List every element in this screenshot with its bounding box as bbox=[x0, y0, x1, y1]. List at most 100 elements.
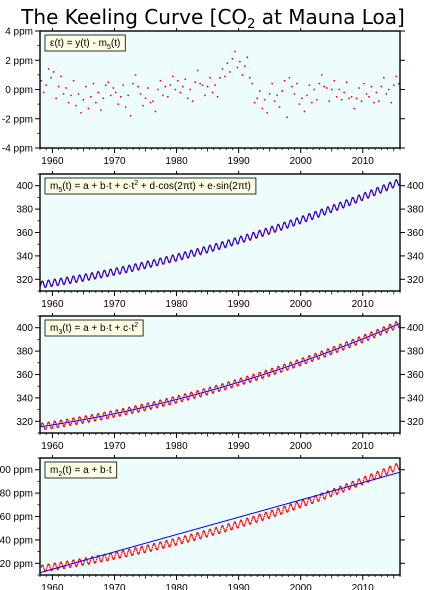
x-tick-label: 2010 bbox=[352, 441, 375, 452]
residual-point bbox=[204, 94, 207, 97]
observation-point bbox=[223, 527, 225, 530]
observation-point bbox=[166, 399, 169, 401]
observation-point bbox=[287, 368, 289, 371]
observation-point bbox=[363, 477, 365, 480]
observation-point bbox=[290, 362, 293, 365]
observation-point bbox=[291, 506, 293, 508]
formula-part: (t) = a + b·t + c·t bbox=[62, 181, 134, 192]
observation-point bbox=[117, 552, 119, 554]
observation-point bbox=[331, 351, 333, 354]
observation-point bbox=[95, 558, 98, 561]
residual-point bbox=[42, 91, 45, 94]
observation-point bbox=[375, 472, 378, 475]
residual-point bbox=[368, 95, 370, 98]
observation-point bbox=[306, 502, 308, 505]
observation-point bbox=[94, 419, 97, 422]
observation-point bbox=[132, 410, 135, 413]
observation-point bbox=[337, 491, 339, 493]
observation-point bbox=[74, 564, 77, 566]
observation-point bbox=[346, 342, 349, 344]
observation-point bbox=[76, 563, 79, 566]
x-tick-label: 1980 bbox=[165, 583, 188, 590]
residual-point bbox=[117, 103, 120, 106]
observation-point bbox=[257, 517, 259, 520]
observation-point bbox=[239, 521, 241, 523]
y-tick-label-left: 340 ppm bbox=[0, 535, 33, 546]
observation-point bbox=[222, 384, 225, 386]
observation-point bbox=[172, 539, 175, 542]
observation-point bbox=[275, 511, 278, 514]
formula-part: (t) bbox=[111, 38, 120, 49]
x-tick-label: 1960 bbox=[41, 299, 64, 310]
observation-point bbox=[253, 374, 256, 377]
observation-point bbox=[241, 378, 243, 381]
observation-point bbox=[303, 501, 306, 504]
observation-point bbox=[173, 400, 176, 403]
residual-point bbox=[231, 57, 234, 60]
observation-point bbox=[144, 409, 146, 411]
observation-point bbox=[133, 549, 136, 551]
observation-point bbox=[82, 420, 85, 423]
observation-point bbox=[349, 346, 351, 348]
observation-point bbox=[148, 545, 150, 548]
observation-point bbox=[371, 474, 374, 477]
observation-point bbox=[340, 344, 342, 347]
observation-point bbox=[101, 560, 103, 562]
observation-point bbox=[220, 527, 222, 529]
observation-point bbox=[148, 547, 151, 549]
residual-point bbox=[132, 82, 135, 85]
observation-point bbox=[200, 537, 202, 539]
observation-point bbox=[191, 534, 194, 537]
residual-point bbox=[246, 56, 249, 59]
observation-point bbox=[49, 566, 51, 568]
observation-point bbox=[82, 421, 84, 424]
observation-point bbox=[282, 507, 285, 510]
observation-point bbox=[288, 363, 291, 366]
observation-point bbox=[216, 529, 219, 532]
observation-point bbox=[343, 489, 346, 491]
observation-point bbox=[344, 485, 347, 487]
observation-point bbox=[99, 559, 101, 561]
x-tick-label: 1990 bbox=[227, 583, 250, 590]
observation-point bbox=[318, 357, 320, 360]
observation-point bbox=[129, 551, 132, 553]
observation-point bbox=[92, 415, 94, 417]
observation-point bbox=[82, 562, 85, 565]
observation-point bbox=[120, 555, 122, 557]
observation-point bbox=[45, 428, 47, 430]
observation-point bbox=[362, 479, 365, 482]
observation-point bbox=[48, 421, 50, 424]
observation-point bbox=[104, 413, 107, 415]
observation-point bbox=[257, 515, 260, 518]
observation-point bbox=[98, 414, 100, 416]
residual-point bbox=[288, 76, 291, 79]
y-tick-label-left: 400 bbox=[16, 323, 33, 334]
observation-point bbox=[225, 528, 228, 531]
observation-point bbox=[276, 509, 278, 512]
observation-point bbox=[212, 533, 215, 536]
residual-point bbox=[236, 66, 239, 69]
observation-point bbox=[79, 416, 81, 419]
observation-point bbox=[334, 347, 336, 349]
observation-point bbox=[236, 525, 238, 528]
residual-point bbox=[85, 85, 87, 88]
observation-point bbox=[328, 492, 331, 495]
observation-point bbox=[141, 405, 144, 407]
observation-point bbox=[225, 386, 228, 389]
observation-point bbox=[169, 401, 172, 404]
observation-point bbox=[301, 501, 303, 503]
formula-part: m bbox=[50, 465, 58, 476]
observation-point bbox=[394, 465, 396, 467]
observation-point bbox=[129, 549, 131, 552]
observation-point bbox=[309, 498, 311, 500]
observation-point bbox=[223, 529, 226, 531]
observation-point bbox=[90, 415, 92, 418]
observation-point bbox=[182, 398, 184, 401]
residual-point bbox=[276, 94, 278, 97]
residual-point bbox=[355, 97, 358, 100]
observation-point bbox=[392, 328, 395, 330]
observation-point bbox=[177, 538, 179, 541]
observation-point bbox=[272, 368, 274, 371]
residual-point bbox=[97, 91, 100, 94]
observation-point bbox=[268, 516, 271, 519]
